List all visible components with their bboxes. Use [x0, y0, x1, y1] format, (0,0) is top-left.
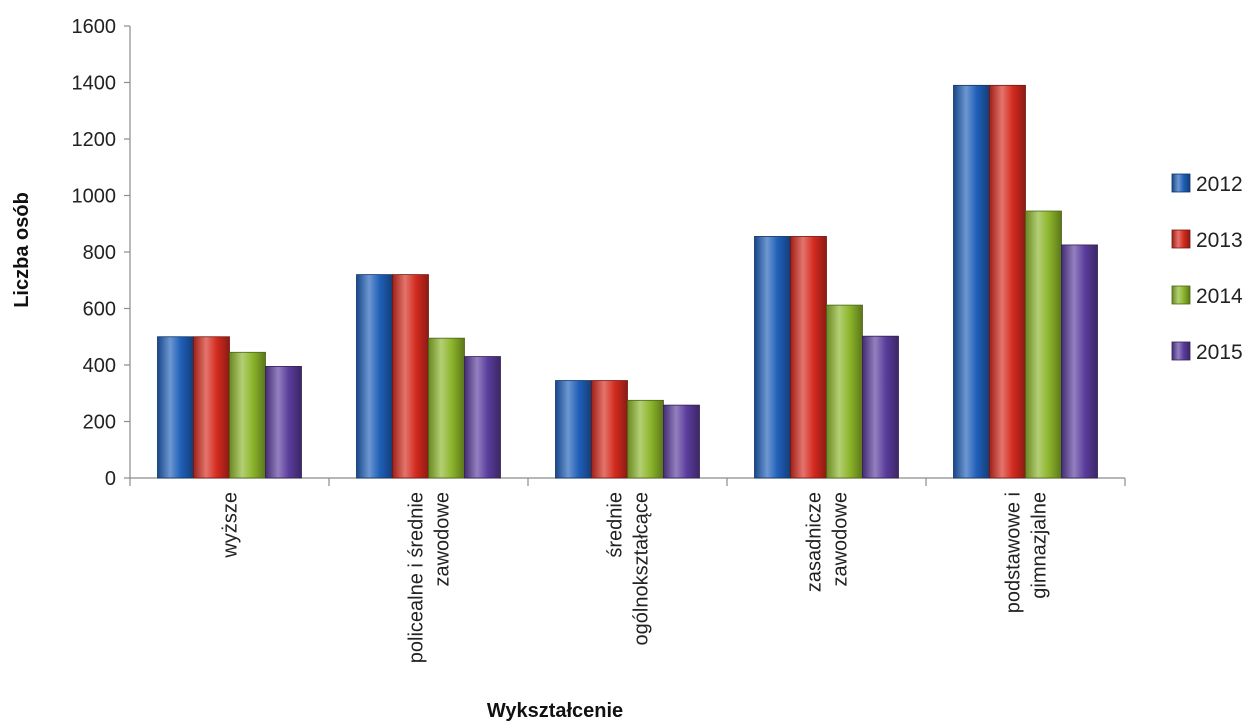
x-tick-label: ogólnokształcące [631, 492, 653, 645]
legend-item-2013: 2013 [1171, 229, 1243, 252]
bar-2014-1 [428, 337, 465, 479]
legend-swatch [1171, 229, 1191, 249]
bar-2013-3 [790, 236, 827, 479]
legend-label: 2015 [1196, 341, 1243, 364]
bar-2013-0 [193, 336, 230, 479]
legend-label: 2012 [1196, 173, 1243, 196]
x-tick-label: podstawowe i [1003, 492, 1025, 613]
y-axis-title: Liczba osób [11, 192, 33, 308]
legend-item-2015: 2015 [1171, 341, 1243, 364]
category-labels: wyższe policealne i średnie zawodowe średni… [220, 492, 1051, 663]
bar-2014-3 [826, 304, 863, 479]
bar-2012-3 [754, 236, 791, 479]
x-tick-label: zasadnicze [804, 492, 826, 592]
y-axis: 0 200 400 600 800 1000 1200 1400 1600 [72, 16, 131, 490]
legend-swatch [1171, 173, 1191, 193]
y-tick-label: 800 [83, 242, 116, 264]
x-axis [129, 477, 1126, 486]
y-tick-label: 1400 [72, 73, 117, 95]
bar-2015-4 [1061, 244, 1098, 479]
legend-item-2012: 2012 [1171, 173, 1243, 196]
bar-2012-2 [555, 380, 592, 479]
legend: 2012 2013 2014 2015 [1171, 173, 1243, 364]
bar-2015-0 [265, 366, 302, 479]
bar-2013-2 [591, 380, 628, 479]
legend-item-2014: 2014 [1171, 285, 1243, 308]
legend-label: 2014 [1196, 285, 1243, 308]
y-tick-label: 0 [105, 468, 116, 490]
bar-2012-1 [356, 274, 393, 479]
bar-2015-3 [862, 335, 899, 479]
x-tick-label: zawodowe [830, 492, 852, 587]
x-tick-label: średnie [605, 492, 627, 558]
bar-2012-4 [953, 84, 990, 479]
bar-2013-4 [989, 84, 1026, 479]
bars [157, 84, 1098, 479]
x-tick-label: zawodowe [432, 492, 454, 587]
bar-2015-1 [464, 356, 501, 479]
bar-2014-4 [1025, 210, 1062, 479]
bar-2012-0 [157, 336, 194, 479]
y-tick-label: 200 [83, 412, 116, 434]
x-tick-label: wyższe [220, 492, 242, 559]
legend-label: 2013 [1196, 229, 1243, 252]
x-axis-title: Wykształcenie [487, 700, 623, 722]
y-tick-label: 600 [83, 299, 116, 321]
y-tick-label: 1200 [72, 129, 117, 151]
bar-2013-1 [392, 274, 429, 479]
bar-2014-2 [627, 399, 664, 479]
legend-swatch [1171, 341, 1191, 361]
bar-2015-2 [663, 404, 700, 479]
y-tick-label: 1600 [72, 16, 117, 38]
y-tick-label: 1000 [72, 186, 117, 208]
x-tick-label: policealne i średnie [406, 492, 428, 663]
x-tick-label: gimnazjalne [1029, 492, 1051, 599]
legend-swatch [1171, 285, 1191, 305]
y-tick-label: 400 [83, 355, 116, 377]
bar-2014-0 [229, 351, 266, 479]
